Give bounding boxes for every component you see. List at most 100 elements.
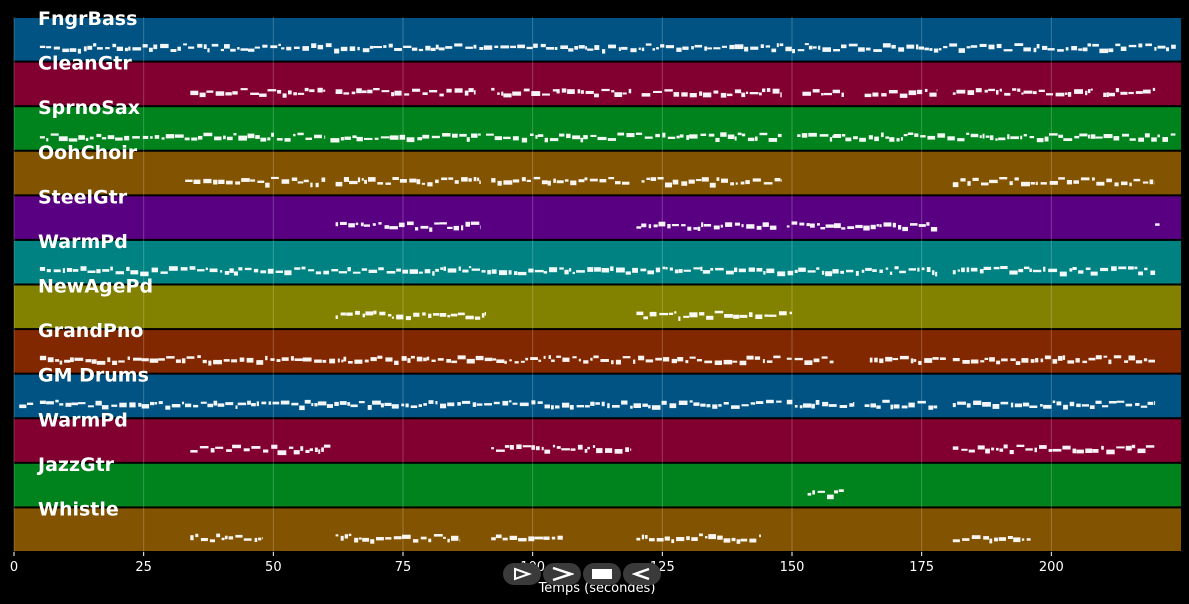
note xyxy=(683,269,691,272)
note xyxy=(889,271,893,275)
x-tick-label: 175 xyxy=(909,560,934,575)
note xyxy=(993,266,1000,270)
note xyxy=(855,224,863,229)
note xyxy=(653,224,658,228)
note xyxy=(518,538,527,542)
note xyxy=(669,267,673,271)
note xyxy=(62,268,65,273)
note xyxy=(1150,270,1156,275)
note xyxy=(487,270,491,275)
track-lane-5 xyxy=(14,196,1181,239)
track-lane-7 xyxy=(14,285,1181,329)
note xyxy=(46,46,52,49)
note xyxy=(404,93,410,96)
note xyxy=(205,267,208,271)
note xyxy=(587,446,590,450)
note xyxy=(671,224,679,227)
note xyxy=(952,446,959,450)
note xyxy=(476,403,483,406)
note xyxy=(1114,182,1119,187)
note xyxy=(335,181,343,187)
note xyxy=(927,135,936,140)
note xyxy=(899,270,906,274)
note xyxy=(625,271,631,275)
note xyxy=(277,450,287,456)
note xyxy=(358,401,365,404)
note xyxy=(720,132,727,137)
note xyxy=(983,536,989,540)
note xyxy=(914,133,919,137)
track-notes-2 xyxy=(190,87,1156,98)
note xyxy=(975,88,982,93)
note xyxy=(995,138,998,141)
note xyxy=(174,134,184,138)
note xyxy=(594,93,599,98)
note xyxy=(828,404,837,407)
note xyxy=(218,179,225,184)
note xyxy=(213,400,218,406)
note xyxy=(853,402,855,407)
note xyxy=(472,402,477,407)
note xyxy=(1151,137,1157,142)
note xyxy=(1036,44,1040,49)
note xyxy=(132,136,140,139)
note xyxy=(39,400,46,404)
rewind-button[interactable] xyxy=(623,563,661,585)
note xyxy=(281,179,290,184)
note xyxy=(936,89,938,92)
note xyxy=(58,136,68,142)
note xyxy=(1049,181,1058,185)
note xyxy=(1137,448,1146,454)
note xyxy=(308,269,315,272)
note xyxy=(779,43,784,47)
note xyxy=(822,401,829,407)
note xyxy=(321,447,324,452)
note xyxy=(346,312,353,316)
note xyxy=(999,177,1008,180)
note xyxy=(101,137,107,140)
note xyxy=(237,47,240,50)
note xyxy=(820,227,826,230)
note xyxy=(1010,358,1016,361)
note xyxy=(303,179,309,183)
note xyxy=(712,404,718,409)
note xyxy=(967,90,975,95)
note xyxy=(71,402,78,406)
note xyxy=(740,538,748,542)
note xyxy=(1073,180,1079,184)
note xyxy=(638,47,641,50)
track-label-6: WarmPd xyxy=(38,231,128,253)
note xyxy=(1046,93,1053,96)
note xyxy=(19,404,27,409)
note xyxy=(747,137,755,142)
note xyxy=(191,137,198,141)
fast-forward-button[interactable] xyxy=(543,563,581,585)
note xyxy=(418,404,422,407)
note xyxy=(1010,136,1019,140)
note xyxy=(378,267,384,271)
note xyxy=(244,267,252,271)
note xyxy=(1018,268,1024,273)
note xyxy=(286,46,292,51)
track-label-9: GM Drums xyxy=(38,365,149,387)
note xyxy=(1092,43,1099,47)
play-button[interactable] xyxy=(503,563,541,585)
stop-button[interactable] xyxy=(583,563,621,585)
note xyxy=(981,182,989,186)
note xyxy=(777,271,786,277)
note xyxy=(602,49,606,54)
note xyxy=(362,48,370,53)
note xyxy=(464,90,469,96)
note xyxy=(294,267,301,270)
note xyxy=(217,403,225,407)
note xyxy=(1058,134,1064,138)
note xyxy=(555,47,558,50)
note xyxy=(736,539,741,544)
note xyxy=(988,88,996,92)
note xyxy=(338,271,347,274)
note xyxy=(551,536,556,540)
note xyxy=(1014,177,1019,181)
note xyxy=(741,404,749,407)
note xyxy=(161,137,165,140)
note xyxy=(1100,267,1109,272)
